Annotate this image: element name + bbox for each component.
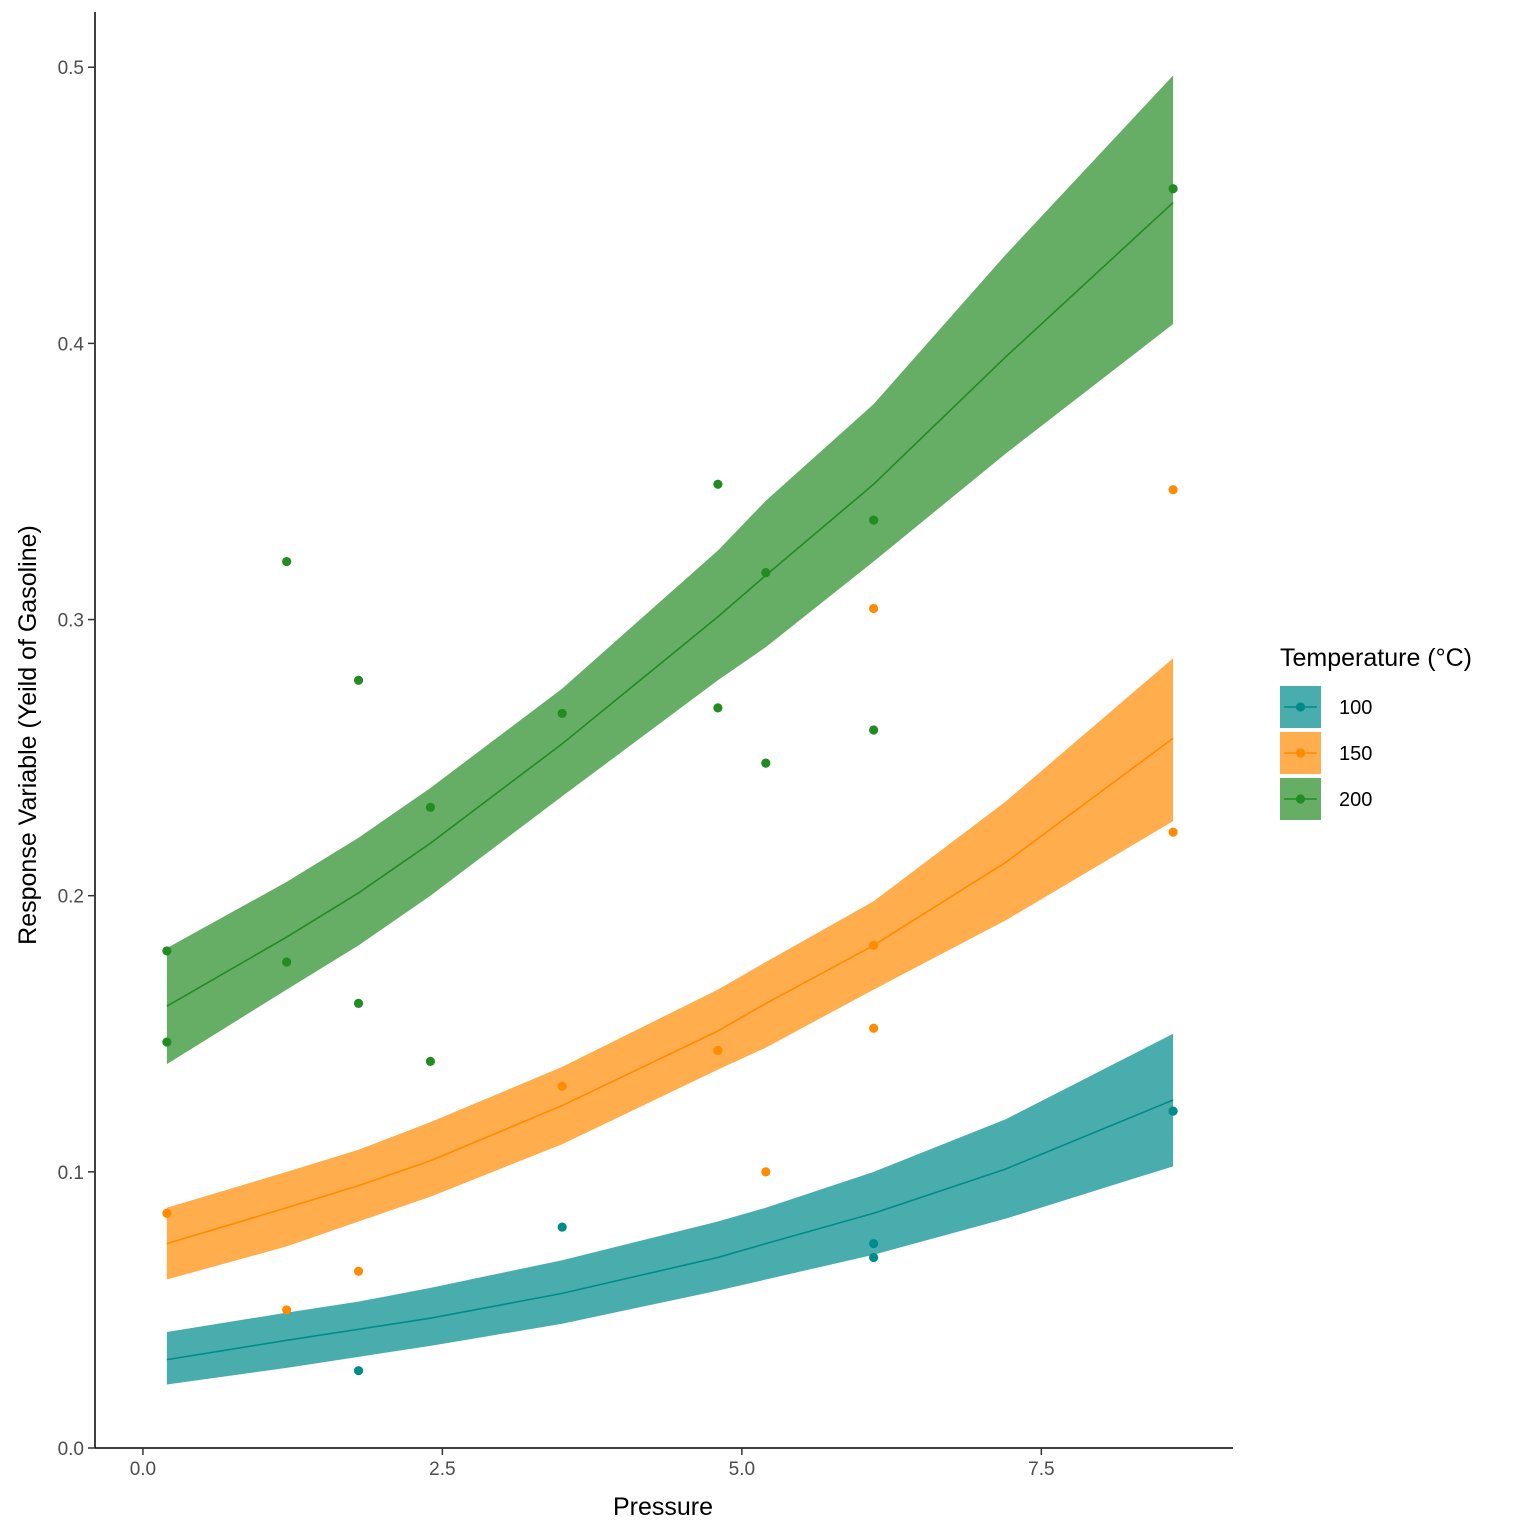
point-200-7 bbox=[425, 1056, 436, 1066]
point-150-6 bbox=[869, 603, 879, 614]
point-150-0 bbox=[162, 1208, 172, 1218]
point-150-3 bbox=[557, 1081, 567, 1091]
point-200-9 bbox=[713, 479, 723, 489]
point-200-8 bbox=[557, 708, 567, 719]
fit-line-100 bbox=[166, 1099, 1174, 1361]
point-150-10 bbox=[1168, 827, 1178, 837]
x-axis-title: Pressure bbox=[613, 1493, 713, 1521]
x-tick-label-3: 7.5 bbox=[1028, 1459, 1054, 1480]
point-200-0 bbox=[162, 946, 172, 956]
x-tick-label-1: 2.5 bbox=[429, 1459, 455, 1480]
axes: 0.0 0.1 0.2 0.3 0.4 0.5 0.0 2.5 5.0 7.5 bbox=[58, 12, 1233, 1480]
point-200-3 bbox=[282, 957, 292, 967]
point-150-1 bbox=[282, 1305, 292, 1315]
point-200-14 bbox=[869, 725, 879, 735]
point-150-2 bbox=[353, 1266, 364, 1276]
point-100-4 bbox=[1168, 1106, 1178, 1116]
point-150-9 bbox=[1168, 485, 1178, 495]
band-series-100 bbox=[166, 1033, 1174, 1385]
point-200-10 bbox=[713, 703, 723, 713]
point-200-13 bbox=[869, 515, 879, 525]
point-150-8 bbox=[869, 1023, 879, 1033]
point-200-12 bbox=[761, 758, 771, 768]
legend-label-200: 200 bbox=[1339, 789, 1372, 811]
legend-title: Temperature (°C) bbox=[1280, 644, 1472, 672]
point-150-4 bbox=[713, 1045, 723, 1055]
point-100-3 bbox=[869, 1252, 879, 1263]
point-150-5 bbox=[761, 1167, 771, 1177]
legend-key-point-150 bbox=[1295, 748, 1306, 758]
band-series-200 bbox=[166, 75, 1174, 1065]
y-tick-label-4: 0.4 bbox=[58, 334, 85, 355]
point-100-0 bbox=[353, 1366, 364, 1376]
y-tick-label-2: 0.2 bbox=[58, 887, 84, 908]
y-tick-label-5: 0.5 bbox=[58, 58, 84, 79]
x-tick-label-2: 5.0 bbox=[729, 1459, 755, 1480]
x-tick-label-0: 0.0 bbox=[130, 1459, 156, 1480]
point-200-2 bbox=[282, 556, 292, 567]
legend-label-150: 150 bbox=[1339, 743, 1372, 765]
confidence-bands bbox=[166, 75, 1174, 1385]
point-100-2 bbox=[869, 1239, 879, 1249]
y-tick-label-0: 0.0 bbox=[58, 1439, 84, 1460]
fit-line-150 bbox=[166, 737, 1174, 1245]
point-200-5 bbox=[353, 998, 364, 1008]
point-100-1 bbox=[557, 1222, 567, 1232]
point-200-11 bbox=[761, 567, 771, 578]
data-points bbox=[162, 184, 1178, 1376]
point-150-7 bbox=[869, 940, 879, 951]
fit-lines bbox=[166, 201, 1174, 1361]
y-axis-title: Response Variable (Yeild of Gasoline) bbox=[14, 525, 42, 945]
legend-key-point-100 bbox=[1295, 702, 1306, 712]
point-200-6 bbox=[425, 802, 436, 812]
legend: Temperature (°C) 100 150 200 bbox=[1280, 644, 1472, 820]
point-200-1 bbox=[162, 1037, 172, 1047]
y-tick-label-3: 0.3 bbox=[58, 611, 84, 632]
point-200-4 bbox=[353, 675, 364, 685]
legend-key-point-200 bbox=[1295, 794, 1306, 804]
fit-line-200 bbox=[166, 201, 1174, 1007]
y-tick-label-1: 0.1 bbox=[58, 1163, 84, 1184]
band-series-150 bbox=[166, 658, 1174, 1280]
legend-label-100: 100 bbox=[1339, 697, 1372, 719]
point-200-15 bbox=[1168, 184, 1178, 194]
